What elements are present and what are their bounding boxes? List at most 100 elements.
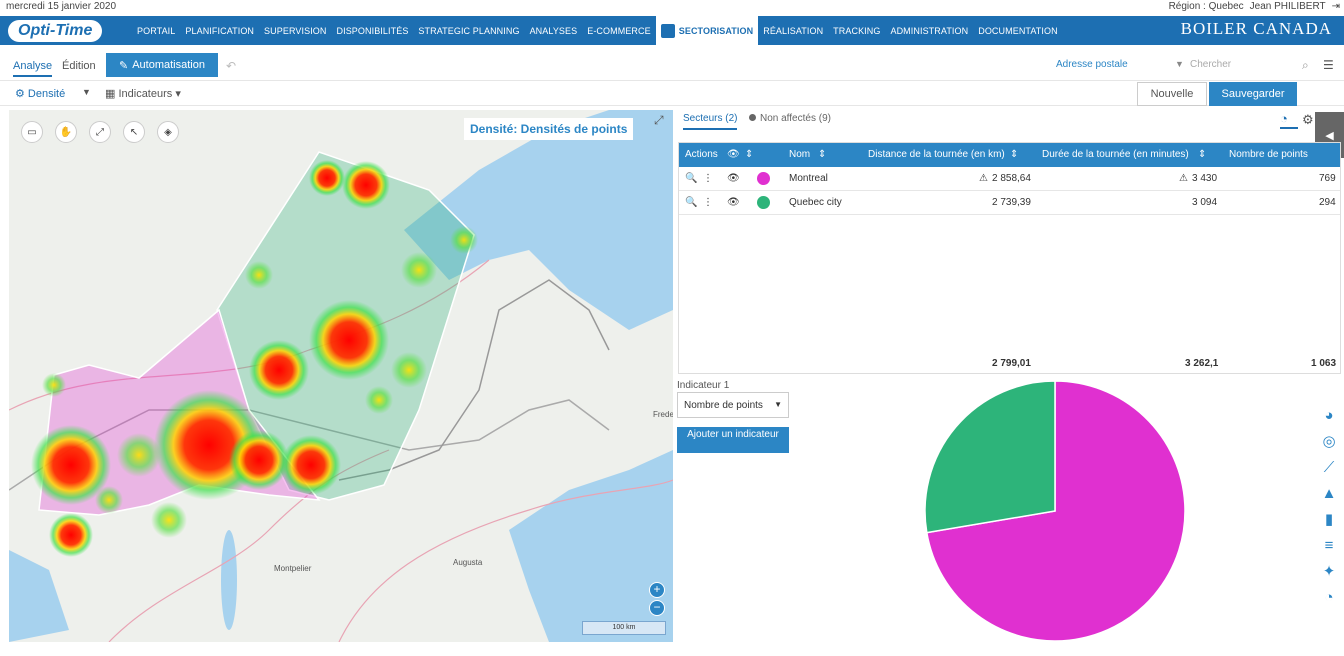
- sector-color-swatch[interactable]: [757, 172, 770, 185]
- tab-unassigned-label: Non affectés (9): [760, 113, 831, 124]
- pie-slice-quebec-city[interactable]: [925, 381, 1055, 533]
- col-points[interactable]: Nombre de points: [1229, 149, 1308, 160]
- eye-icon[interactable]: 👁: [727, 149, 740, 160]
- magic-wand-icon: ✎: [119, 59, 128, 72]
- chevron-down-icon[interactable]: ▼: [82, 87, 91, 97]
- more-icon[interactable]: ⋮: [703, 173, 713, 184]
- map-canvas[interactable]: [9, 110, 673, 642]
- more-icon[interactable]: ⋮: [703, 197, 713, 208]
- sort-icon[interactable]: ⇕: [1010, 149, 1018, 160]
- table-totals: 2 799,01 3 262,1 1 063: [679, 355, 1340, 373]
- table-row[interactable]: 🔍 ⋮ 👁 Montreal ⚠ 2 858,64 ⚠ 3 430 769: [679, 167, 1340, 191]
- logout-icon[interactable]: ⇥: [1332, 1, 1340, 12]
- radar-chart-icon[interactable]: ✦: [1318, 561, 1340, 583]
- chevron-down-icon[interactable]: ▼: [1175, 59, 1184, 69]
- nav-item-portail[interactable]: PORTAIL: [132, 16, 180, 45]
- cursor-icon[interactable]: ↖: [123, 121, 145, 143]
- nav-item-tracking[interactable]: TRACKING: [828, 16, 885, 45]
- exploded-pie-icon[interactable]: ◔: [1318, 587, 1340, 609]
- col-name[interactable]: Nom: [789, 149, 810, 160]
- nav-item-planification[interactable]: PLANIFICATION: [180, 16, 259, 45]
- points-value: 294: [1319, 197, 1336, 208]
- gear-icon[interactable]: ⚙: [1302, 112, 1314, 128]
- bar-chart-icon[interactable]: ▮: [1318, 509, 1340, 531]
- area-chart-icon[interactable]: ▲: [1318, 483, 1340, 505]
- col-duration[interactable]: Durée de la tournée (en minutes): [1042, 149, 1189, 160]
- tab-unassigned[interactable]: Non affectés (9): [749, 113, 831, 124]
- eye-icon[interactable]: 👁: [727, 173, 740, 184]
- puzzle-icon: [661, 24, 675, 38]
- indicator-selected: Nombre de points: [684, 400, 763, 411]
- nav-item-supervision[interactable]: SUPERVISION: [259, 16, 331, 45]
- sort-icon[interactable]: ⇕: [1198, 149, 1206, 160]
- pie-chart-icon[interactable]: ◔: [1280, 111, 1298, 129]
- donut-chart-icon[interactable]: ◎: [1318, 431, 1340, 453]
- sort-icon[interactable]: ⇕: [818, 149, 826, 160]
- add-indicator-button[interactable]: Ajouter un indicateur: [677, 427, 789, 453]
- tab-sectors[interactable]: Secteurs (2): [683, 113, 737, 130]
- col-distance[interactable]: Distance de la tournée (en km): [868, 149, 1005, 160]
- mode-toolbar: Analyse Édition ✎ Automatisation ↶ Adres…: [0, 50, 1344, 78]
- warning-icon: ⚠: [979, 173, 988, 184]
- opti-time-logo[interactable]: Opti-Time: [0, 16, 120, 45]
- address-mode-select[interactable]: Adresse postale: [1056, 59, 1128, 70]
- analysis-toolbar: ⚙ Densité ▼ ▦ Indicateurs ▾ Nouvelle Sau…: [0, 80, 1344, 106]
- indicators-label: Indicateurs: [118, 88, 172, 100]
- col-actions[interactable]: Actions: [685, 149, 718, 160]
- tab-edition[interactable]: Édition: [62, 60, 96, 72]
- status-dot: [749, 114, 756, 121]
- tab-analyse[interactable]: Analyse: [13, 60, 52, 77]
- expand-icon[interactable]: ⤢: [654, 113, 664, 128]
- automatisation-button[interactable]: ✎ Automatisation: [106, 53, 218, 77]
- zoom-in-icon[interactable]: +: [649, 582, 665, 598]
- nav-item-realisation[interactable]: RÉALISATION: [758, 16, 828, 45]
- search-input[interactable]: Chercher: [1190, 59, 1231, 70]
- comment-icon[interactable]: ▭: [21, 121, 43, 143]
- new-button[interactable]: Nouvelle: [1137, 82, 1207, 106]
- pie-chart-icon[interactable]: ◕: [1318, 405, 1340, 427]
- list-view-icon[interactable]: ☰: [1323, 58, 1334, 72]
- map-view[interactable]: Montpelier Augusta Frede ▭ ✋ ⤢ ↖ ◈ Densi…: [9, 110, 673, 642]
- nav-item-sectorisation[interactable]: SECTORISATION: [656, 16, 758, 45]
- nav-item-analyses[interactable]: ANALYSES: [525, 16, 583, 45]
- sector-color-swatch[interactable]: [757, 196, 770, 209]
- distance-value: 2 858,64: [992, 173, 1031, 184]
- user-name[interactable]: Jean PHILIBERT: [1250, 1, 1326, 12]
- line-chart-icon[interactable]: ⟋: [1318, 457, 1340, 479]
- indicator-select[interactable]: Nombre de points ▼: [677, 392, 789, 418]
- save-button[interactable]: Sauvegarder: [1209, 82, 1297, 106]
- table-row[interactable]: 🔍 ⋮ 👁 Quebec city 2 739,39 3 094 294: [679, 191, 1340, 215]
- fit-extent-icon[interactable]: ⤢: [89, 121, 111, 143]
- sort-icon[interactable]: ⇕: [745, 149, 753, 160]
- table-header: Actions 👁 ⇕ Nom ⇕ Distance de la tournée…: [679, 143, 1340, 167]
- map-label-montpelier: Montpelier: [274, 564, 311, 573]
- eye-icon[interactable]: 👁: [727, 197, 740, 208]
- hand-icon[interactable]: ✋: [55, 121, 77, 143]
- sector-tabs: Secteurs (2) Non affectés (9) ◔ ⚙: [677, 110, 1327, 132]
- zoom-to-icon[interactable]: 🔍: [685, 173, 697, 184]
- nav-items: PORTAIL PLANIFICATION SUPERVISION DISPON…: [132, 16, 1063, 45]
- warning-icon: ⚠: [1179, 173, 1188, 184]
- duration-value: 3 430: [1192, 173, 1217, 184]
- duration-value: 3 094: [1192, 197, 1217, 208]
- map-label-augusta: Augusta: [453, 558, 482, 567]
- search-icon[interactable]: ⌕: [1302, 58, 1309, 73]
- current-date: mercredi 15 janvier 2020: [6, 1, 116, 12]
- zoom-to-icon[interactable]: 🔍: [685, 197, 697, 208]
- nav-item-disponibilites[interactable]: DISPONIBILITÉS: [332, 16, 414, 45]
- layers-icon[interactable]: ◈: [157, 121, 179, 143]
- zoom-out-icon[interactable]: −: [649, 600, 665, 616]
- density-button[interactable]: ⚙ Densité: [15, 87, 65, 100]
- total-points: 1 063: [1311, 358, 1336, 369]
- chevron-down-icon: ▼: [774, 400, 782, 409]
- nav-item-strategic-planning[interactable]: STRATEGIC PLANNING: [413, 16, 524, 45]
- density-label: Densité: [28, 88, 65, 100]
- horizontal-bar-chart-icon[interactable]: ≡: [1318, 535, 1340, 557]
- nav-item-ecommerce[interactable]: E-COMMERCE: [582, 16, 656, 45]
- nav-item-label: SECTORISATION: [679, 26, 753, 36]
- nav-item-documentation[interactable]: DOCUMENTATION: [973, 16, 1062, 45]
- zoom-controls: + −: [649, 582, 665, 616]
- undo-icon[interactable]: ↶: [226, 59, 236, 73]
- indicators-menu[interactable]: ▦ Indicateurs ▾: [105, 87, 181, 100]
- nav-item-administration[interactable]: ADMINISTRATION: [885, 16, 973, 45]
